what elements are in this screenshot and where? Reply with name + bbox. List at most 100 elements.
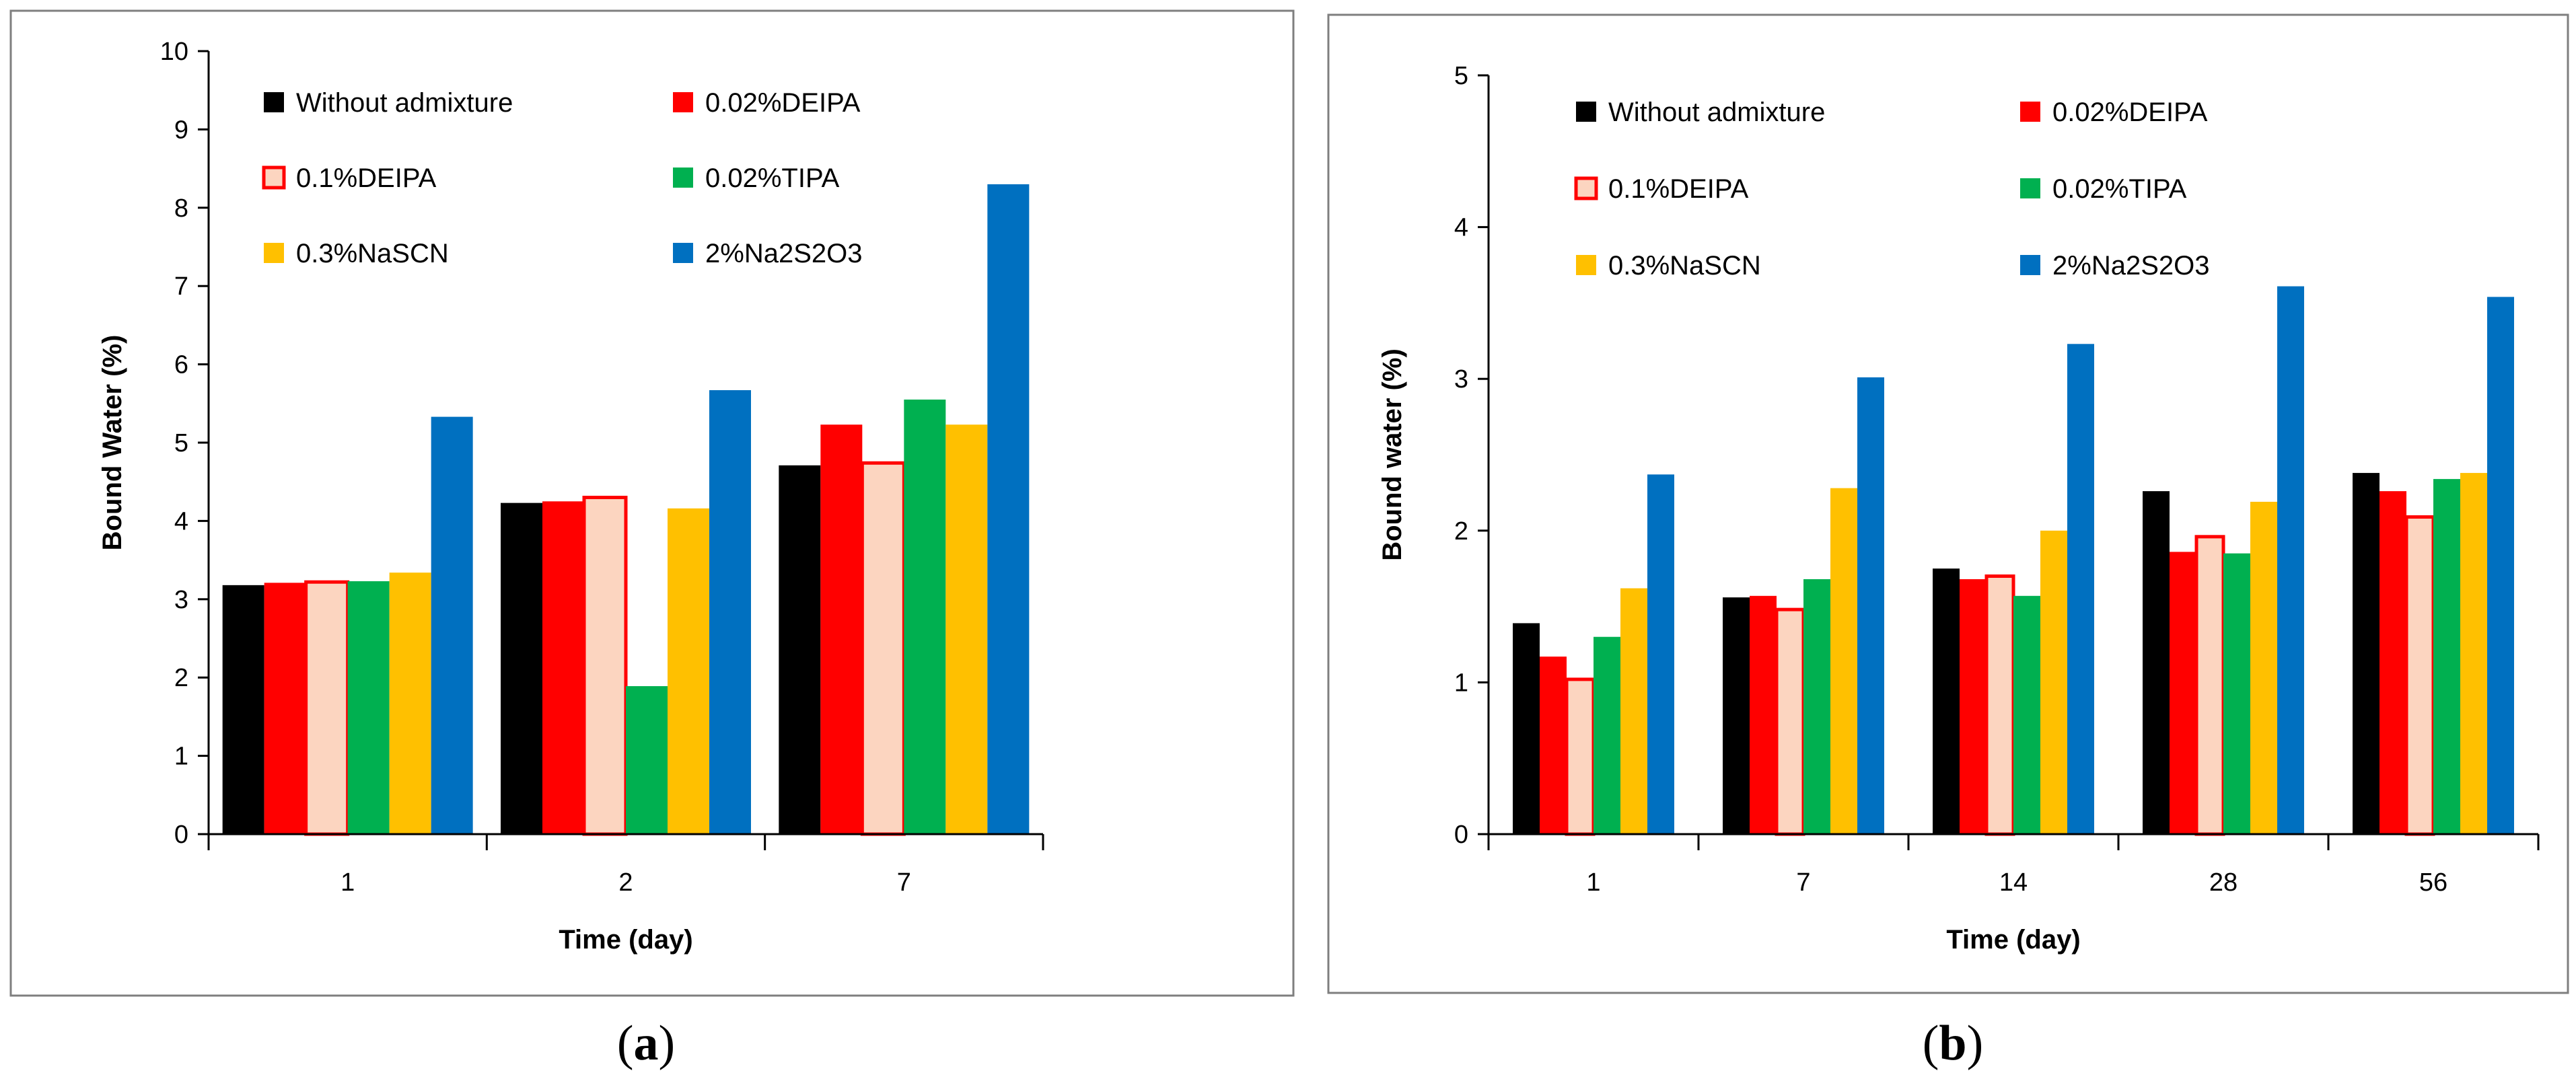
- y-tick-label: 0: [1454, 821, 1468, 849]
- bar: [1830, 488, 1857, 834]
- y-tick-label: 3: [174, 586, 188, 614]
- bar: [2487, 297, 2514, 835]
- legend-label: Without admixture: [1608, 98, 1825, 127]
- bar: [304, 580, 350, 836]
- bar: [1933, 568, 1960, 834]
- bar: [2194, 535, 2225, 836]
- x-tick-label: 7: [1796, 868, 1810, 897]
- y-tick-label: 4: [1454, 214, 1468, 242]
- y-tick-label: 6: [174, 351, 188, 379]
- x-tick-label: 56: [2419, 868, 2447, 897]
- x-tick-label: 7: [897, 868, 911, 897]
- legend-swatch: [1576, 102, 1596, 122]
- legend-label: Without admixture: [296, 88, 513, 118]
- y-tick-label: 5: [174, 429, 188, 457]
- bar: [820, 424, 863, 834]
- bar: [1857, 377, 1884, 834]
- legend-label: 0.1%DEIPA: [1608, 174, 1749, 204]
- bar: [2040, 530, 2067, 834]
- bar: [2433, 479, 2460, 834]
- bar: [1775, 607, 1805, 836]
- legend-swatch: [673, 92, 693, 112]
- bar: [1750, 595, 1777, 834]
- bar: [2143, 491, 2170, 834]
- legend-swatch: [673, 168, 693, 188]
- bar: [2380, 491, 2406, 834]
- x-axis-title: Time (day): [559, 925, 692, 955]
- legend-swatch: [2020, 102, 2040, 122]
- x-tick-label: 2: [618, 868, 633, 897]
- bar: [1594, 636, 1620, 834]
- bar: [1565, 677, 1596, 836]
- x-tick-label: 1: [1586, 868, 1600, 897]
- bar: [2250, 501, 2277, 834]
- bar: [626, 686, 668, 834]
- bar: [2013, 595, 2040, 834]
- bar: [1647, 474, 1674, 834]
- legend-label: 2%Na2S2O3: [705, 239, 862, 268]
- bar: [2404, 515, 2435, 836]
- legend-label: 2%Na2S2O3: [2052, 251, 2209, 281]
- bar: [2170, 552, 2196, 834]
- bar: [431, 416, 473, 834]
- bar: [668, 508, 709, 834]
- legend-swatch: [1576, 255, 1596, 275]
- bar: [945, 424, 988, 834]
- y-tick-label: 1: [1454, 669, 1468, 697]
- y-tick-label: 10: [160, 38, 188, 66]
- y-tick-label: 2: [1454, 517, 1468, 546]
- y-tick-label: 2: [174, 664, 188, 692]
- x-axis-title: Time (day): [1946, 925, 2080, 955]
- chart-panel-0: 0 1 2 3 4 5 6 7 8 9 10 1 2 7 Time (day) Bound Water (%)…: [9, 9, 1295, 1071]
- bar: [2277, 286, 2304, 835]
- y-tick-label: 0: [174, 821, 188, 849]
- legend-swatch: [1574, 176, 1598, 200]
- y-axis-title: Bound water (%): [1378, 348, 1407, 561]
- panel-label: (b): [1923, 1016, 1983, 1071]
- legend-label: 0.1%DEIPA: [296, 163, 437, 193]
- legend-swatch: [264, 243, 284, 263]
- bar: [222, 585, 264, 834]
- bar: [904, 399, 946, 834]
- bar: [389, 572, 431, 834]
- bar: [2223, 553, 2250, 834]
- legend-swatch: [264, 92, 284, 112]
- bar: [347, 581, 390, 834]
- y-tick-label: 5: [1454, 62, 1468, 90]
- legend-label: 0.02%TIPA: [2052, 174, 2187, 204]
- bar: [582, 495, 628, 836]
- legend-swatch: [262, 165, 286, 190]
- legend-label: 0.02%DEIPA: [2052, 98, 2208, 127]
- bar: [264, 583, 306, 834]
- legend-label: 0.3%NaSCN: [1608, 251, 1761, 281]
- bar: [709, 390, 751, 834]
- x-tick-label: 1: [341, 868, 355, 897]
- bar: [542, 501, 584, 834]
- y-tick-label: 8: [174, 194, 188, 223]
- y-axis-title: Bound Water (%): [98, 335, 127, 551]
- y-tick-label: 4: [174, 507, 188, 535]
- bar: [1723, 597, 1750, 834]
- x-tick-label: 14: [1999, 868, 2028, 897]
- bar: [987, 184, 1030, 834]
- bar: [2460, 473, 2487, 834]
- legend-swatch: [2020, 255, 2040, 275]
- bar: [1803, 579, 1830, 834]
- legend-label: 0.3%NaSCN: [296, 239, 449, 268]
- chart-panel-1: 0 1 2 3 4 5 1 7 14 28 56 Time (day) Bound water (%) W…: [1327, 13, 2569, 1071]
- bar: [1620, 588, 1647, 834]
- y-tick-label: 1: [174, 743, 188, 771]
- bar: [1513, 623, 1540, 834]
- panel-label: (a): [617, 1016, 675, 1071]
- y-tick-label: 3: [1454, 365, 1468, 394]
- y-tick-label: 7: [174, 272, 188, 301]
- legend-swatch: [2020, 178, 2040, 198]
- legend-swatch: [673, 243, 693, 263]
- legend-label: 0.02%TIPA: [705, 163, 840, 193]
- bar: [1960, 579, 1987, 834]
- y-tick-label: 9: [174, 116, 188, 144]
- bar: [1540, 657, 1567, 834]
- bar: [860, 461, 906, 836]
- legend-label: 0.02%DEIPA: [705, 88, 861, 118]
